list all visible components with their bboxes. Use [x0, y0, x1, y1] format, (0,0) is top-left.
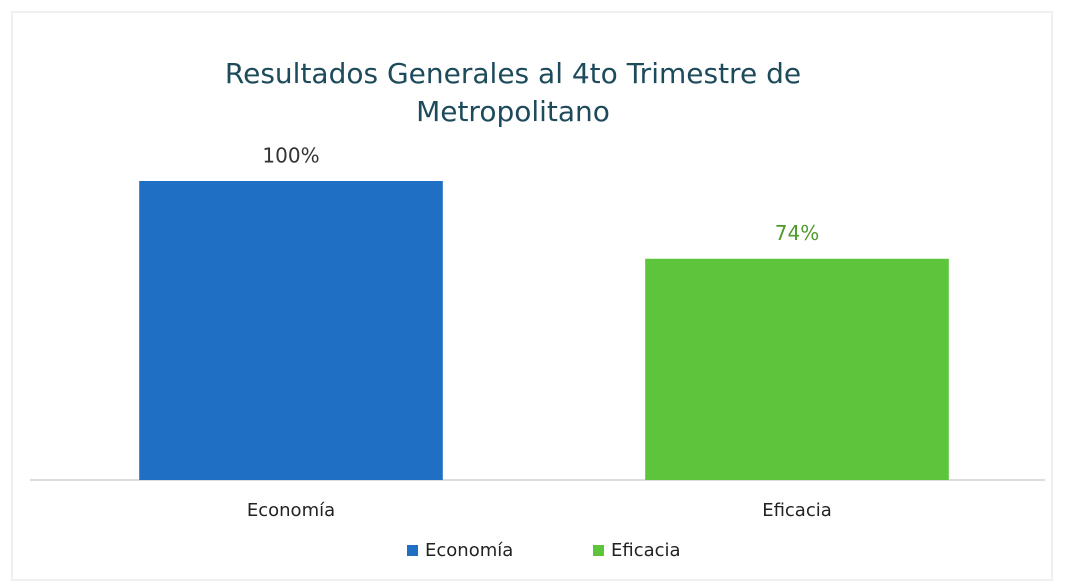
legend-swatch	[407, 545, 418, 556]
data-label: 100%	[262, 144, 319, 168]
data-label: 74%	[775, 221, 819, 245]
legend-label: Economía	[425, 540, 513, 561]
legend-swatch	[593, 545, 604, 556]
bar	[645, 258, 949, 480]
bar	[139, 181, 443, 480]
legend-label: Eficacia	[611, 540, 681, 561]
x-tick-label: Eficacia	[762, 500, 832, 521]
x-tick-label: Economía	[247, 500, 335, 521]
chart-title: Metropolitano	[416, 95, 610, 128]
chart-title: Resultados Generales al 4to Trimestre de	[225, 57, 801, 90]
